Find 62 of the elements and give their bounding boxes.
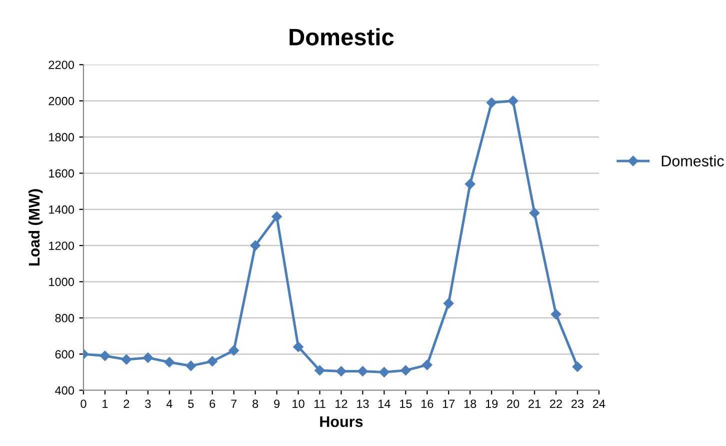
y-tick-label: 1000 xyxy=(49,278,74,286)
x-tick-label: 8 xyxy=(252,400,258,408)
point xyxy=(293,342,304,352)
y-tick-label: 1400 xyxy=(49,205,74,214)
y-tick-label: 400 xyxy=(55,386,74,395)
point xyxy=(228,345,239,356)
chart-title: Domestic xyxy=(290,28,394,46)
x-tick-label: 22 xyxy=(550,400,562,408)
point xyxy=(207,356,218,366)
point xyxy=(572,362,583,372)
x-tick-label: 10 xyxy=(292,400,304,408)
x-tick-label: 1 xyxy=(102,400,108,408)
point xyxy=(250,240,260,251)
x-tick-label: 0 xyxy=(80,400,86,408)
x-tick-label: 7 xyxy=(231,400,237,408)
point xyxy=(314,365,325,376)
point xyxy=(508,96,518,106)
x-tick-label: 18 xyxy=(464,400,476,408)
x-tick-label: 24 xyxy=(592,400,606,408)
point xyxy=(336,366,346,376)
point xyxy=(100,350,110,361)
point xyxy=(358,366,368,376)
x-tick-label: 20 xyxy=(507,400,520,408)
x-tick-label: 19 xyxy=(486,400,498,408)
point xyxy=(443,298,454,309)
x-tick-label: 15 xyxy=(400,400,412,408)
point xyxy=(550,309,562,320)
x-tick-label: 9 xyxy=(274,400,280,408)
x-tick-label: 11 xyxy=(314,400,326,408)
point xyxy=(529,208,540,218)
y-tick-label: 600 xyxy=(55,350,74,358)
x-tick-label: 2 xyxy=(124,400,130,408)
y-tick-label: 800 xyxy=(55,314,74,322)
point xyxy=(400,365,411,376)
x-tick-label: 4 xyxy=(166,400,172,408)
y-tick-label: 1200 xyxy=(49,242,74,250)
x-tick-label: 23 xyxy=(572,400,584,408)
x-tick-label: 14 xyxy=(378,400,390,408)
y-tick-label: 1800 xyxy=(49,133,74,142)
x-tick-label: 3 xyxy=(145,400,151,408)
point xyxy=(379,367,390,378)
point xyxy=(422,360,432,370)
point xyxy=(464,178,476,190)
point xyxy=(121,354,132,365)
point xyxy=(164,357,175,368)
point xyxy=(272,211,282,222)
point xyxy=(142,352,154,363)
legend-label: Domestic xyxy=(662,155,724,166)
x-tick-label: 16 xyxy=(421,400,434,408)
x-tick-label: 5 xyxy=(188,400,194,408)
y-tick-label: 2000 xyxy=(48,96,74,106)
point xyxy=(486,98,497,108)
x-axis-title: Hours xyxy=(320,416,363,428)
y-tick-label: 2200 xyxy=(48,60,74,70)
point xyxy=(186,360,196,371)
x-tick-label: 21 xyxy=(528,400,541,408)
y-tick-label: 1600 xyxy=(49,169,74,178)
y-axis-title: Load (MW) xyxy=(28,189,43,266)
x-tick-label: 6 xyxy=(210,400,216,408)
x-tick-label: 12 xyxy=(336,400,348,408)
x-tick-label: 13 xyxy=(357,400,369,408)
x-tick-label: 17 xyxy=(442,400,455,408)
